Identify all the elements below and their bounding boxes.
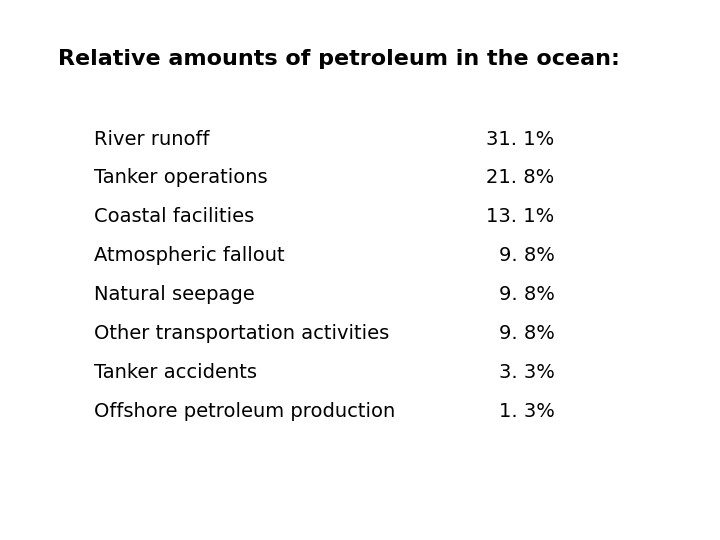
Text: 9. 8%: 9. 8% xyxy=(498,324,554,343)
Text: 9. 8%: 9. 8% xyxy=(498,246,554,265)
Text: Tanker accidents: Tanker accidents xyxy=(94,363,256,382)
Text: 1. 3%: 1. 3% xyxy=(498,402,554,421)
Text: 13. 1%: 13. 1% xyxy=(486,207,554,226)
Text: Natural seepage: Natural seepage xyxy=(94,285,254,304)
Text: Coastal facilities: Coastal facilities xyxy=(94,207,254,226)
Text: Tanker operations: Tanker operations xyxy=(94,168,267,187)
Text: Offshore petroleum production: Offshore petroleum production xyxy=(94,402,395,421)
Text: Relative amounts of petroleum in the ocean:: Relative amounts of petroleum in the oce… xyxy=(58,49,619,69)
Text: Atmospheric fallout: Atmospheric fallout xyxy=(94,246,284,265)
Text: 9. 8%: 9. 8% xyxy=(498,285,554,304)
Text: 3. 3%: 3. 3% xyxy=(498,363,554,382)
Text: 31. 1%: 31. 1% xyxy=(486,130,554,148)
Text: 21. 8%: 21. 8% xyxy=(486,168,554,187)
Text: Other transportation activities: Other transportation activities xyxy=(94,324,389,343)
Text: River runoff: River runoff xyxy=(94,130,209,148)
